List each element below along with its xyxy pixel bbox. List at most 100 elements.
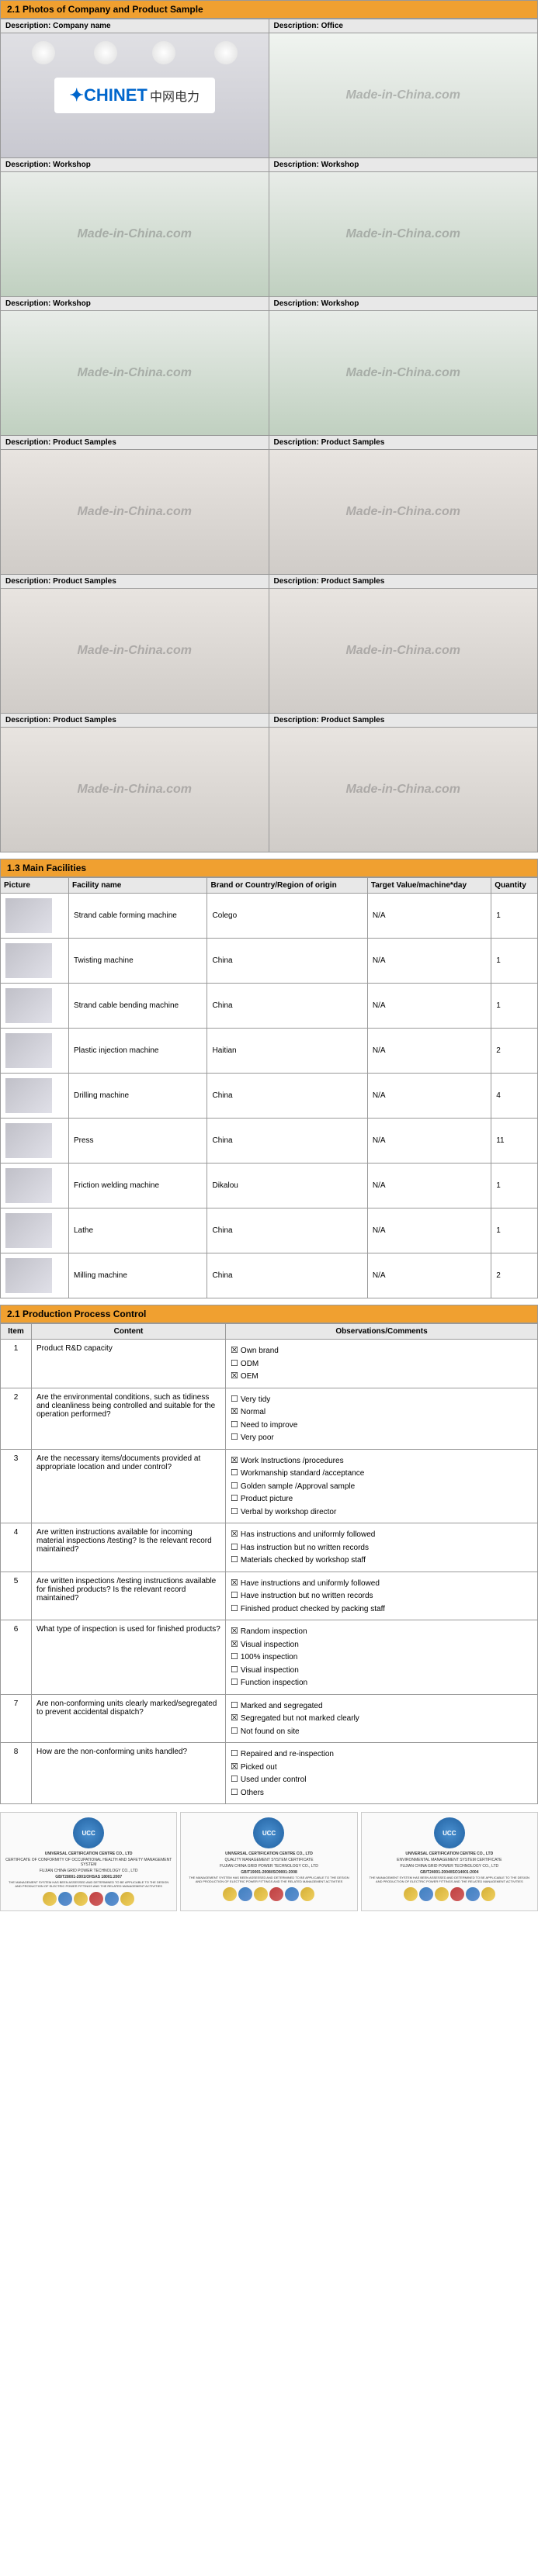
- cert-subtitle: QUALITY MANAGEMENT SYSTEM CERTIFICATE: [186, 1858, 352, 1862]
- checkbox-option: Has instructions and uniformly followed: [231, 1528, 533, 1541]
- table-row: 1Product R&D capacityOwn brandODMOEM: [1, 1340, 538, 1388]
- facility-thumb: [5, 1168, 52, 1203]
- facility-target: N/A: [367, 1119, 491, 1164]
- checkbox-option: Materials checked by workshop staff: [231, 1554, 533, 1567]
- facility-qty: 1: [491, 1208, 538, 1253]
- item-number: 4: [1, 1523, 32, 1572]
- facility-target: N/A: [367, 1253, 491, 1298]
- table-row: 4Are written instructions available for …: [1, 1523, 538, 1572]
- facility-target: N/A: [367, 984, 491, 1029]
- photo-cell: Description: Workshop Made-in-China.com: [269, 157, 538, 296]
- facility-target: N/A: [367, 1208, 491, 1253]
- facility-name: Strand cable forming machine: [68, 894, 207, 939]
- checkbox-option: Very tidy: [231, 1393, 533, 1406]
- facility-qty: 11: [491, 1119, 538, 1164]
- facility-thumb: [5, 1078, 52, 1113]
- photo-image: Made-in-China.com: [269, 589, 538, 713]
- table-row: Strand cable bending machineChinaN/A1: [1, 984, 538, 1029]
- photo-cell: Description: Company name✦CHINET 中网电力Mad…: [1, 19, 269, 157]
- watermark: Made-in-China.com: [345, 783, 460, 797]
- cert-title: UNIVERSAL CERTIFICATION CENTRE CO., LTD: [366, 1852, 533, 1856]
- table-row: Strand cable forming machineColegoN/A1: [1, 894, 538, 939]
- table-row: Plastic injection machineHaitianN/A2: [1, 1029, 538, 1074]
- table-row: 8How are the non-conforming units handle…: [1, 1743, 538, 1804]
- item-content: Are written instructions available for i…: [32, 1523, 226, 1572]
- facility-brand: China: [207, 1074, 367, 1119]
- checkbox-option: Verbal by workshop director: [231, 1506, 533, 1519]
- facility-thumb: [5, 1033, 52, 1068]
- photo-label: Description: Workshop: [269, 157, 538, 172]
- photo-cell: Description: Product SamplesMade-in-Chin…: [269, 713, 538, 852]
- watermark: Made-in-China.com: [345, 644, 460, 658]
- photo-label: Description: Office: [269, 19, 538, 33]
- certificates-row: UCC UNIVERSAL CERTIFICATION CENTRE CO., L…: [0, 1804, 538, 1919]
- item-number: 3: [1, 1449, 32, 1523]
- cert-logos: [5, 1892, 172, 1906]
- table-header: Brand or Country/Region of origin: [207, 878, 367, 894]
- cert-subtitle: ENVIRONMENTAL MANAGEMENT SYSTEM CERTIFIC…: [366, 1858, 533, 1862]
- facility-target: N/A: [367, 894, 491, 939]
- facility-name: Friction welding machine: [68, 1164, 207, 1208]
- photo-label: Description: Product Samples: [1, 435, 269, 450]
- photo-grid: Description: Company name✦CHINET 中网电力Mad…: [0, 19, 538, 852]
- photo-cell: Description: Product SamplesMade-in-Chin…: [1, 574, 269, 713]
- watermark: Made-in-China.com: [345, 227, 460, 241]
- cert-standard: GB/T28001-2001/OHSAS 18001:2007: [5, 1875, 172, 1879]
- facility-target: N/A: [367, 1029, 491, 1074]
- cert-body: THE MANAGEMENT SYSTEM HAS BEEN ASSESSED …: [186, 1876, 352, 1884]
- watermark: Made-in-China.com: [77, 783, 192, 797]
- checkbox-option: Own brand: [231, 1344, 533, 1357]
- facilities-section-title: 1.3 Main Facilities: [0, 859, 538, 877]
- facility-target: N/A: [367, 939, 491, 984]
- checkbox-option: Visual inspection: [231, 1664, 533, 1677]
- certificate: UCC UNIVERSAL CERTIFICATION CENTRE CO., L…: [361, 1812, 538, 1911]
- cert-company: FUJIAN CHINA GRID POWER TECHNOLOGY CO., …: [5, 1869, 172, 1873]
- item-observations: Have instructions and uniformly followed…: [226, 1572, 538, 1620]
- cert-company: FUJIAN CHINA GRID POWER TECHNOLOGY CO., …: [366, 1864, 533, 1869]
- certificate: UCCUNIVERSAL CERTIFICATION CENTRE CO., L…: [180, 1812, 357, 1911]
- process-section-title: 2.1 Production Process Control: [0, 1305, 538, 1323]
- photo-image: Made-in-China.com: [1, 728, 269, 852]
- cert-badge-icon: UCC: [434, 1817, 465, 1848]
- cert-badge-icon: UCC: [73, 1817, 104, 1848]
- item-observations: Own brandODMOEM: [226, 1340, 538, 1388]
- facility-brand: China: [207, 984, 367, 1029]
- facility-name: Strand cable bending machine: [68, 984, 207, 1029]
- facility-qty: 1: [491, 1164, 538, 1208]
- facility-name: Lathe: [68, 1208, 207, 1253]
- cert-badge-icon: UCC: [253, 1817, 284, 1848]
- facility-qty: 2: [491, 1253, 538, 1298]
- item-number: 6: [1, 1620, 32, 1695]
- facility-qty: 2: [491, 1029, 538, 1074]
- table-row: Friction welding machineDikalouN/A1: [1, 1164, 538, 1208]
- item-observations: Marked and segregatedSegregated but not …: [226, 1694, 538, 1743]
- watermark: Made-in-China.com: [345, 505, 460, 519]
- checkbox-option: Work Instructions /procedures: [231, 1454, 533, 1468]
- process-table: ItemContentObservations/Comments 1Produc…: [0, 1323, 538, 1804]
- cert-standard: GB/T24001-2004/ISO14001:2004: [366, 1870, 533, 1875]
- table-row: 7Are non-conforming units clearly marked…: [1, 1694, 538, 1743]
- checkbox-option: Golden sample /Approval sample: [231, 1480, 533, 1493]
- facility-thumb: [5, 898, 52, 933]
- cert-body: THE MANAGEMENT SYSTEM HAS BEEN ASSESSED …: [366, 1876, 533, 1884]
- table-row: Milling machineChinaN/A2: [1, 1253, 538, 1298]
- checkbox-option: Random inspection: [231, 1625, 533, 1638]
- checkbox-option: Used under control: [231, 1773, 533, 1786]
- table-header: Quantity: [491, 878, 538, 894]
- checkbox-option: Picked out: [231, 1761, 533, 1774]
- photo-cell: Description: WorkshopMade-in-China.com: [1, 296, 269, 435]
- photo-image: Made-in-China.com: [269, 33, 538, 157]
- photo-image: Made-in-China.com: [269, 728, 538, 852]
- facility-brand: China: [207, 1208, 367, 1253]
- photo-cell: Description: WorkshopMade-in-China.com: [269, 296, 538, 435]
- watermark: Made-in-China.com: [77, 505, 192, 519]
- item-number: 2: [1, 1388, 32, 1449]
- watermark: Made-in-China.com: [345, 366, 460, 380]
- checkbox-option: Visual inspection: [231, 1638, 533, 1651]
- photo-image: Made-in-China.com: [269, 172, 538, 296]
- checkbox-option: Function inspection: [231, 1676, 533, 1689]
- facility-qty: 1: [491, 939, 538, 984]
- watermark: Made-in-China.com: [77, 227, 192, 241]
- item-content: Are the environmental conditions, such a…: [32, 1388, 226, 1449]
- watermark: Made-in-China.com: [77, 644, 192, 658]
